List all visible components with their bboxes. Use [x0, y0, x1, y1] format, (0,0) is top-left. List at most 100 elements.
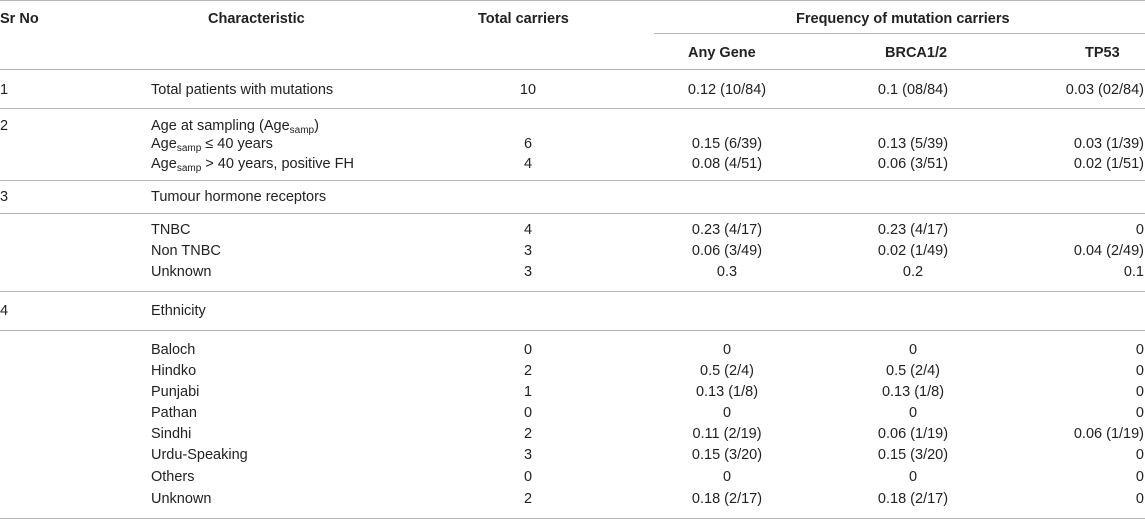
row-tp53: 0	[1135, 405, 1144, 421]
row-characteristic: Baloch	[151, 342, 196, 358]
row-tp53: 0	[1135, 447, 1144, 463]
characteristic-text: Age	[151, 136, 177, 152]
frequency-underline	[654, 33, 1145, 34]
row-any-gene: 0.08 (4/51)	[691, 156, 763, 172]
row-tp53: 0	[1135, 384, 1144, 400]
row-any-gene: 0.15 (3/20)	[691, 447, 763, 463]
row-total-carriers: 0	[523, 342, 533, 358]
header-brca: BRCA1/2	[885, 45, 948, 61]
row-tp53: 0.06 (1/19)	[1073, 426, 1144, 442]
row-any-gene: 0.5 (2/4)	[700, 363, 754, 379]
row-characteristic: Punjabi	[151, 384, 200, 400]
row-tp53: 0.1	[1123, 264, 1144, 280]
row-characteristic: Age at sampling (Agesamp)	[151, 118, 319, 136]
rule-bottom	[0, 518, 1145, 519]
characteristic-text-suffix: ≤ 40 years	[201, 136, 273, 152]
row-any-gene: 0.3	[716, 264, 738, 280]
row-brca: 0.2	[902, 264, 924, 280]
row-brca: 0.23 (4/17)	[877, 222, 949, 238]
row-sr-no: 1	[0, 82, 9, 98]
row-tp53: 0.04 (2/49)	[1073, 243, 1144, 259]
header-any-gene: Any Gene	[688, 45, 756, 61]
row-any-gene: 0	[722, 469, 732, 485]
row-brca: 0.1 (08/84)	[877, 82, 949, 98]
row-sr-no: 3	[0, 189, 9, 205]
row-total-carriers: 4	[523, 156, 533, 172]
row-total-carriers: 6	[523, 136, 533, 152]
row-total-carriers: 1	[523, 384, 533, 400]
row-brca: 0.06 (3/51)	[877, 156, 949, 172]
characteristic-subscript: samp	[289, 125, 315, 136]
row-any-gene: 0.12 (10/84)	[687, 82, 767, 98]
row-tp53: 0	[1135, 491, 1144, 507]
characteristic-subscript: samp	[176, 163, 202, 174]
row-any-gene: 0	[722, 342, 732, 358]
rule-top	[0, 0, 1145, 1]
header-frequency: Frequency of mutation carriers	[796, 11, 1010, 27]
rule-section-3	[0, 291, 1145, 292]
row-total-carriers: 3	[523, 264, 533, 280]
row-any-gene: 0.11 (2/19)	[692, 426, 762, 442]
row-any-gene: 0.23 (4/17)	[691, 222, 763, 238]
header-tp53: TP53	[1085, 45, 1120, 61]
row-brca: 0.18 (2/17)	[877, 491, 949, 507]
row-brca: 0	[908, 405, 918, 421]
row-characteristic: Ethnicity	[151, 303, 206, 319]
row-brca: 0.13 (5/39)	[877, 136, 949, 152]
row-brca: 0.06 (1/19)	[877, 426, 949, 442]
characteristic-text-suffix: > 40 years, positive FH	[201, 156, 354, 172]
row-total-carriers: 3	[523, 243, 533, 259]
row-characteristic: Agesamp ≤ 40 years	[151, 136, 273, 154]
row-tp53: 0.02 (1/51)	[1073, 156, 1144, 172]
row-brca: 0.02 (1/49)	[877, 243, 949, 259]
row-characteristic: Non TNBC	[151, 243, 221, 259]
row-total-carriers: 10	[519, 82, 537, 98]
rule-section-3-head	[0, 213, 1145, 214]
row-characteristic: Pathan	[151, 405, 197, 421]
row-tp53: 0	[1135, 222, 1144, 238]
row-characteristic: Hindko	[151, 363, 197, 379]
row-characteristic: Unknown	[151, 264, 212, 280]
row-brca: 0.13 (1/8)	[881, 384, 945, 400]
row-any-gene: 0.06 (3/49)	[691, 243, 763, 259]
row-tp53: 0	[1135, 342, 1144, 358]
row-sr-no: 4	[0, 303, 9, 319]
row-brca: 0	[908, 469, 918, 485]
row-brca: 0.5 (2/4)	[886, 363, 940, 379]
row-total-carriers: 4	[523, 222, 533, 238]
characteristic-text: Age	[151, 156, 177, 172]
row-characteristic: Sindhi	[151, 426, 192, 442]
row-brca: 0	[908, 342, 918, 358]
row-characteristic: Urdu-Speaking	[151, 447, 248, 463]
row-any-gene: 0.13 (1/8)	[695, 384, 759, 400]
rule-header-bottom	[0, 69, 1145, 70]
rule-section-4-head	[0, 330, 1145, 331]
row-characteristic: Tumour hormone receptors	[151, 189, 327, 205]
row-tp53: 0.03 (02/84)	[1065, 82, 1144, 98]
row-tp53: 0	[1135, 469, 1144, 485]
row-total-carriers: 3	[523, 447, 533, 463]
row-total-carriers: 2	[523, 491, 533, 507]
characteristic-text-suffix: )	[314, 118, 319, 134]
row-characteristic: Agesamp > 40 years, positive FH	[151, 156, 354, 174]
row-tp53: 0.03 (1/39)	[1073, 136, 1144, 152]
row-any-gene: 0.18 (2/17)	[691, 491, 763, 507]
row-any-gene: 0.15 (6/39)	[691, 136, 763, 152]
row-total-carriers: 0	[523, 469, 533, 485]
row-tp53: 0	[1135, 363, 1144, 379]
row-any-gene: 0	[722, 405, 732, 421]
row-characteristic: Unknown	[151, 491, 212, 507]
row-characteristic: Total patients with mutations	[151, 82, 334, 98]
row-sr-no: 2	[0, 118, 9, 134]
row-total-carriers: 0	[523, 405, 533, 421]
characteristic-subscript: samp	[176, 143, 202, 154]
row-characteristic: TNBC	[151, 222, 191, 238]
header-sr-no: Sr No	[0, 11, 39, 27]
rule-section-2	[0, 180, 1145, 181]
characteristic-text: Age at sampling (Age	[151, 118, 290, 134]
row-characteristic: Others	[151, 469, 195, 485]
header-characteristic: Characteristic	[208, 11, 305, 27]
row-total-carriers: 2	[523, 363, 533, 379]
row-total-carriers: 2	[523, 426, 533, 442]
row-brca: 0.15 (3/20)	[877, 447, 949, 463]
